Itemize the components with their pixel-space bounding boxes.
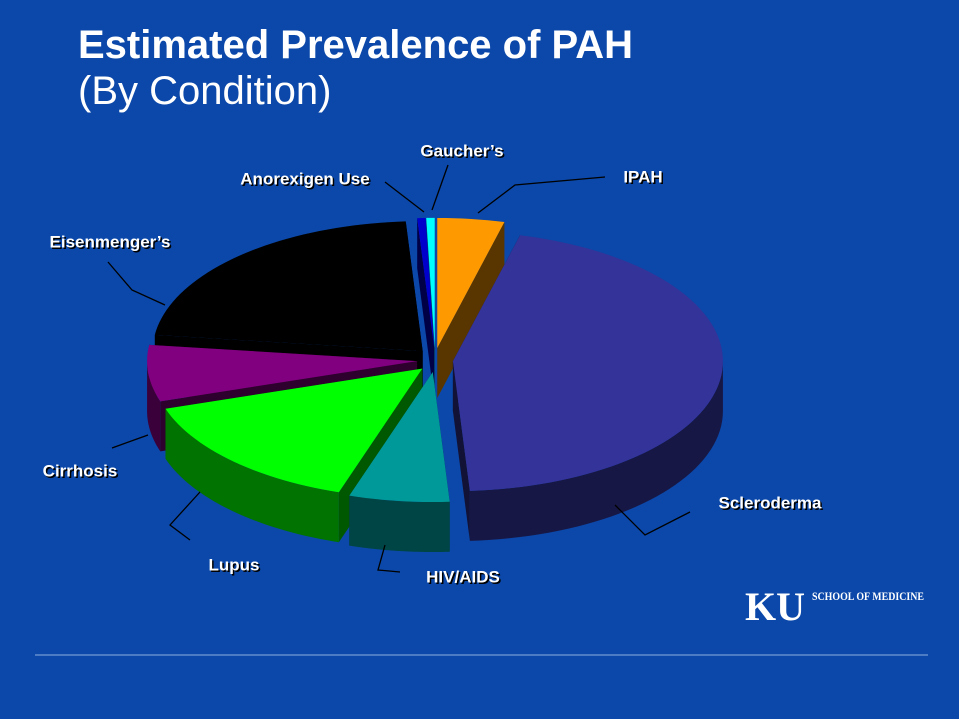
leader-line [614, 504, 691, 536]
slice-label: IPAH [623, 167, 662, 186]
leader-line [111, 434, 149, 449]
leader-line [477, 176, 606, 214]
slice-cut-face [437, 222, 505, 398]
leader-line [169, 491, 201, 541]
slice-side [469, 361, 723, 541]
slice-label-shadow: Cirrhosis [44, 463, 119, 482]
slice-label-shadow: Scleroderma [720, 495, 824, 514]
slice [417, 217, 435, 398]
logo: KU SCHOOL OF MEDICINE [745, 584, 924, 629]
slice-top [349, 372, 450, 503]
slice-side [147, 361, 161, 452]
slice-label: Gaucher’s [420, 141, 503, 160]
slice-top [147, 344, 418, 402]
slice [349, 372, 450, 553]
slice-label-shadow: Gaucher’s [422, 143, 505, 162]
slice-label: Anorexigen Use [240, 169, 369, 188]
leader-line [384, 181, 425, 213]
slice-top [417, 217, 435, 348]
labels: IPAHIPAHSclerodermaSclerodermaHIV/AIDSHI… [43, 141, 824, 588]
slice-label-shadow: Lupus [210, 557, 261, 576]
slice [452, 235, 723, 541]
leader-lines [107, 164, 691, 573]
slice-top [437, 217, 505, 348]
logo-text: SCHOOL OF MEDICINE [812, 589, 924, 603]
slice-top [154, 221, 423, 352]
pie [147, 217, 723, 553]
slice-side [165, 408, 339, 543]
slice-label-shadow: IPAH [625, 169, 664, 188]
slice-cut-face [417, 218, 435, 398]
chart-subtitle: (By Condition) [78, 69, 331, 113]
logo-mark: KU [745, 584, 805, 629]
slice-label: Eisenmenger’s [50, 232, 171, 251]
leader-line [377, 544, 401, 573]
slice-cut-face [452, 361, 470, 541]
slice-top [426, 217, 435, 348]
slice-label-shadow: Anorexigen Use [242, 171, 371, 190]
slice-label: Cirrhosis [43, 461, 118, 480]
slice-label-shadow: Eisenmenger’s [51, 234, 172, 253]
chart-title: Estimated Prevalence of PAH [78, 23, 633, 67]
slice-label: Lupus [209, 555, 260, 574]
slice [437, 217, 505, 398]
slice-top [165, 368, 423, 493]
slice-label: HIV/AIDS [426, 567, 500, 586]
slice-label: Scleroderma [719, 493, 823, 512]
slice-label-shadow: HIV/AIDS [428, 569, 502, 588]
leader-line [431, 164, 449, 211]
leader-line [107, 261, 166, 306]
slice-side [349, 495, 450, 553]
slice-top [452, 235, 723, 491]
